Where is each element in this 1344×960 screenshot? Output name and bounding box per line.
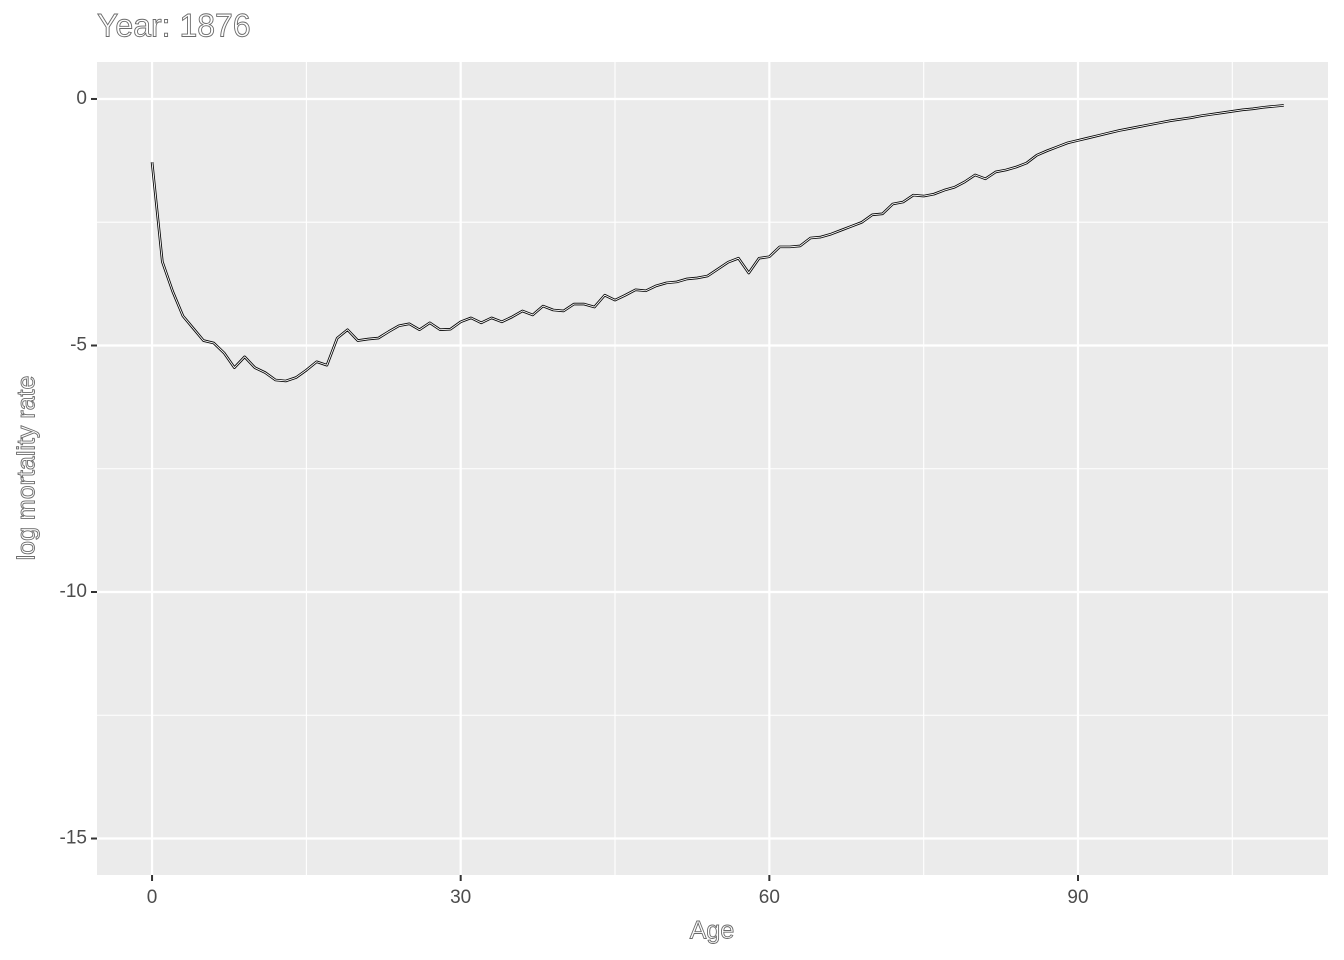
x-axis-label: Age xyxy=(690,917,734,945)
y-axis-label: log mortality rate xyxy=(13,376,41,561)
x-tick-label: 90 xyxy=(1067,887,1088,908)
x-tick-label: 30 xyxy=(450,887,471,908)
x-tick-label: 0 xyxy=(147,887,158,908)
y-tick-label: -5 xyxy=(70,335,87,356)
y-tick-label: -15 xyxy=(60,828,87,849)
data-line-core xyxy=(151,104,1284,382)
y-tick-label: 0 xyxy=(76,88,87,109)
y-tick-label: -10 xyxy=(60,581,87,602)
x-tick-label: 60 xyxy=(759,887,780,908)
chart-title: Year: 1876 xyxy=(97,7,251,43)
